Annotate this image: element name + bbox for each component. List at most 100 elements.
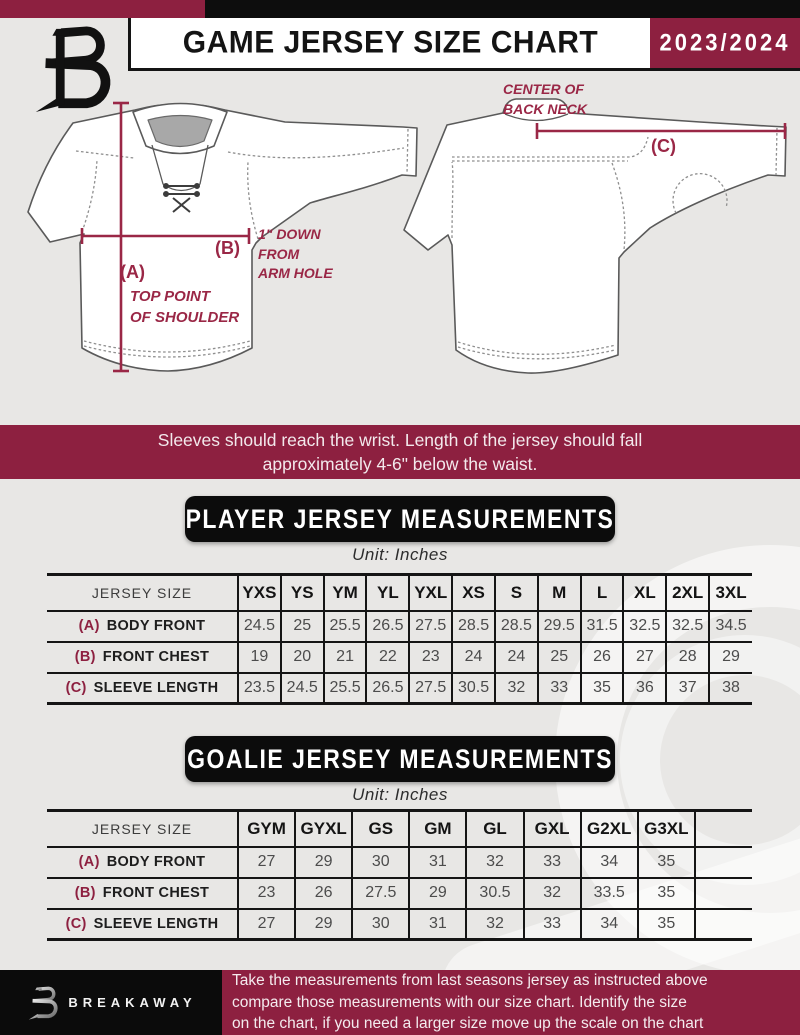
table-cell: 24 bbox=[493, 641, 538, 673]
size-column-header: S bbox=[493, 574, 538, 611]
table-cell: 34.5 bbox=[708, 610, 752, 642]
size-column-header: G3XL bbox=[636, 810, 695, 847]
table-cell: 28 bbox=[665, 641, 710, 673]
measurement-lines bbox=[80, 101, 787, 373]
size-column-header: GL bbox=[465, 810, 524, 847]
top-stripe-maroon bbox=[0, 0, 205, 18]
table-cell: 27.5 bbox=[351, 877, 410, 909]
table-cell: 38 bbox=[708, 672, 752, 704]
table-cell: 29 bbox=[294, 846, 353, 878]
table-cell: 34 bbox=[579, 908, 638, 940]
diagram-label-c: (C) bbox=[651, 136, 676, 156]
front-stitching bbox=[75, 128, 409, 358]
table-cell: 23 bbox=[408, 641, 453, 673]
table-cell: 30 bbox=[351, 846, 410, 878]
row-label-cell: (B) FRONT CHEST bbox=[47, 878, 238, 909]
table-cell: 24.5 bbox=[279, 672, 324, 704]
table-cell: 33 bbox=[536, 672, 581, 704]
table-cell: 32.5 bbox=[622, 610, 667, 642]
table-cell: 24 bbox=[451, 641, 495, 673]
table-cell: 35 bbox=[579, 672, 624, 704]
row-key: (B) bbox=[74, 649, 96, 665]
table-cell: 31.5 bbox=[579, 610, 624, 642]
footer: BREAKAWAY Take the measurements from las… bbox=[0, 970, 800, 1035]
table-cell: 34 bbox=[579, 846, 638, 878]
back-jersey-drawing bbox=[403, 98, 787, 374]
table-cell: 26.5 bbox=[365, 610, 410, 642]
table-cell: 19 bbox=[237, 641, 281, 673]
title-bar: GAME JERSEY SIZE CHART bbox=[128, 18, 650, 71]
row-key: (A) bbox=[78, 618, 100, 634]
table-cell: 27 bbox=[622, 641, 667, 673]
table-cell: 26 bbox=[294, 877, 353, 909]
size-column-header: G2XL bbox=[579, 810, 638, 847]
table-cell: 31 bbox=[408, 908, 467, 940]
table-row: (B) FRONT CHEST 19 20 21 22 23 24 24 25 26 27 28 29 bbox=[47, 641, 752, 673]
table-row: (B) FRONT CHEST 23 26 27.5 29 30.5 32 33.5 35 bbox=[47, 877, 752, 909]
table-row: (C) SLEEVE LENGTH 23.5 24.5 25.5 26.5 27.5 30.5… bbox=[47, 672, 752, 704]
table-cell: 29 bbox=[408, 877, 467, 909]
table-row: (A) BODY FRONT 24.5 25 25.5 26.5 27.5 28.5 28.5 2… bbox=[47, 610, 752, 642]
size-column-header: XL bbox=[622, 574, 667, 611]
goalie-section-title: GOALIE JERSEY MEASUREMENTS bbox=[187, 743, 613, 774]
goalie-unit-label: Unit: Inches bbox=[352, 785, 448, 804]
diagram-label-b: (B) bbox=[215, 238, 240, 258]
size-column-header: M bbox=[536, 574, 581, 611]
table-cell: 32.5 bbox=[665, 610, 710, 642]
size-column-header: YS bbox=[279, 574, 324, 611]
table-cell bbox=[693, 908, 752, 940]
table-cell: 23.5 bbox=[237, 672, 281, 704]
row-label-cell: (A) BODY FRONT bbox=[47, 611, 238, 642]
table-cell: 30.5 bbox=[465, 877, 524, 909]
fit-notice-banner: Sleeves should reach the wrist. Length o… bbox=[0, 425, 800, 479]
table-cell bbox=[693, 877, 752, 909]
table-cell: 30.5 bbox=[451, 672, 495, 704]
goalie-section-banner: GOALIE JERSEY MEASUREMENTS bbox=[185, 736, 615, 782]
footer-brand-box: BREAKAWAY bbox=[0, 970, 222, 1035]
size-column-header: YXS bbox=[237, 574, 281, 611]
goalie-measurements-table: JERSEY SIZE GYM GYXL GS GM GL GXL G2XL G3XL (A) BO… bbox=[47, 809, 752, 941]
table-cell: 35 bbox=[636, 908, 695, 940]
size-column-header: GS bbox=[351, 810, 410, 847]
row-label-cell: (B) FRONT CHEST bbox=[47, 642, 238, 673]
size-column-header: GM bbox=[408, 810, 467, 847]
size-column-header: XS bbox=[451, 574, 495, 611]
table-cell: 24.5 bbox=[237, 610, 281, 642]
season-label: 2023/2024 bbox=[659, 28, 791, 57]
table-cell: 25 bbox=[279, 610, 324, 642]
table-cell: 26 bbox=[579, 641, 624, 673]
top-stripe-black bbox=[205, 0, 800, 18]
table-row: (A) BODY FRONT 27 29 30 31 32 33 34 35 bbox=[47, 846, 752, 878]
table-cell: 33 bbox=[522, 908, 581, 940]
breakaway-logo bbox=[26, 20, 114, 123]
note-top-point-of-shoulder: TOP POINT OF SHOULDER bbox=[130, 288, 240, 326]
footer-instructions-text: Take the measurements from last seasons … bbox=[232, 972, 708, 1033]
jersey-diagrams bbox=[27, 98, 787, 374]
note-center-of-back-neck: CENTER OF BACK NECK bbox=[503, 81, 587, 117]
size-column-header bbox=[693, 810, 752, 847]
table-cell: 26.5 bbox=[365, 672, 410, 704]
table-cell: 32 bbox=[493, 672, 538, 704]
row-key: (C) bbox=[65, 679, 87, 696]
size-column-header: YL bbox=[365, 574, 410, 611]
table-cell: 28.5 bbox=[493, 610, 538, 642]
table-cell: 33 bbox=[522, 846, 581, 878]
table-cell: 29.5 bbox=[536, 610, 581, 642]
row-key: (B) bbox=[74, 885, 96, 901]
table-cell: 37 bbox=[665, 672, 710, 704]
table-cell: 27 bbox=[236, 908, 296, 940]
row-label: BODY FRONT bbox=[106, 618, 206, 634]
row-label: FRONT CHEST bbox=[102, 885, 210, 901]
breakaway-monogram-footer-icon bbox=[29, 986, 58, 1020]
size-column-header: GXL bbox=[522, 810, 581, 847]
table-cell: 32 bbox=[465, 846, 524, 878]
table-cell: 27 bbox=[236, 846, 296, 878]
lace-detail bbox=[163, 183, 200, 213]
player-measurements-table: JERSEY SIZE YXS YS YM YL YXL XS S M L XL 2XL 3XL (A) B… bbox=[47, 573, 752, 705]
table-row: (C) SLEEVE LENGTH 27 29 30 31 32 33 34 35 bbox=[47, 908, 752, 940]
row-key: (A) bbox=[78, 854, 100, 870]
table-cell: 36 bbox=[622, 672, 667, 704]
diagram-label-a: (A) bbox=[120, 262, 145, 282]
table-cell: 27.5 bbox=[408, 672, 453, 704]
